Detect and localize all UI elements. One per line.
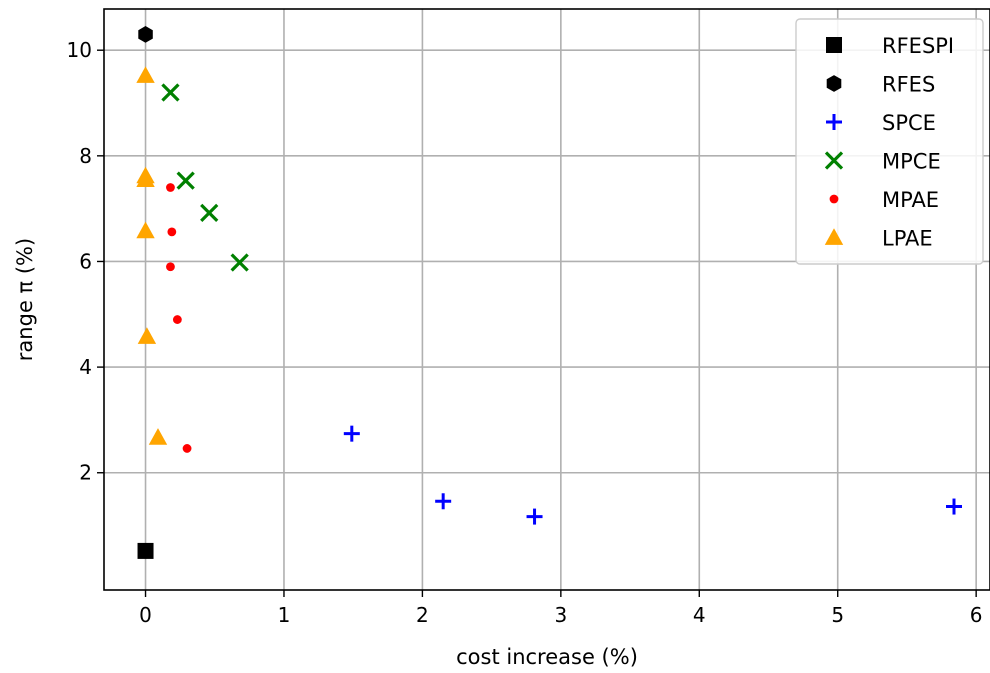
triangle-marker <box>824 228 844 245</box>
x-tick-label: 2 <box>416 603 429 627</box>
x-axis-label: cost increase (%) <box>456 645 638 669</box>
legend-label-spce: SPCE <box>882 111 936 135</box>
x-tick-label: 1 <box>278 603 291 627</box>
legend-label-rfes: RFES <box>882 73 935 97</box>
plus-marker <box>826 114 842 130</box>
x-stroke <box>161 83 180 102</box>
x-tick-label: 5 <box>831 603 844 627</box>
triangle-marker <box>137 327 157 344</box>
hexagon-marker <box>826 75 842 92</box>
axis-ticks: 0 1 2 3 4 5 6 2 4 6 8 10 <box>67 38 983 627</box>
x-stroke <box>230 253 249 272</box>
legend-label-mpce: MPCE <box>882 150 941 174</box>
x-marker <box>200 203 219 223</box>
x-stroke <box>200 203 219 223</box>
legend-label-lpae: LPAE <box>882 227 933 251</box>
x-tick-label: 6 <box>970 603 983 627</box>
x-tick-label: 0 <box>139 603 152 627</box>
legend-label-mpae: MPAE <box>882 188 939 212</box>
plus-marker <box>526 508 543 525</box>
y-tick-label: 6 <box>79 249 92 273</box>
square-marker <box>137 542 154 559</box>
dot-marker <box>166 262 175 272</box>
y-tick-label: 10 <box>67 38 92 62</box>
y-tick-label: 4 <box>79 355 92 379</box>
square-marker <box>826 37 842 53</box>
triangle-marker <box>136 221 155 239</box>
triangle-marker <box>136 66 155 83</box>
triangle-marker <box>136 170 155 187</box>
dot-marker <box>172 315 182 324</box>
plus-marker <box>435 493 452 510</box>
y-tick-label: 2 <box>79 461 92 485</box>
data-points <box>136 26 963 559</box>
dot-marker <box>829 194 839 204</box>
triangle-marker <box>148 428 168 445</box>
x-tick-label: 3 <box>554 603 567 627</box>
hexagon-marker <box>138 26 153 43</box>
dot-marker <box>166 183 175 192</box>
y-axis-label: range π (%) <box>13 238 37 361</box>
plot-frame <box>103 8 990 591</box>
legend: RFESPI RFES SPCE MPCE MPAE LPAE <box>795 18 984 265</box>
dot-marker <box>167 227 177 237</box>
x-marker <box>176 171 195 190</box>
y-tick-label: 8 <box>79 144 92 168</box>
x-stroke <box>176 171 195 190</box>
x-marker <box>824 151 844 170</box>
plus-marker <box>946 498 963 515</box>
dot-marker <box>182 444 192 453</box>
plus-marker <box>343 425 360 442</box>
x-marker <box>230 253 249 272</box>
x-stroke <box>824 151 844 170</box>
legend-box <box>795 18 984 265</box>
x-tick-label: 4 <box>693 603 706 627</box>
legend-label-rfespi: RFESPI <box>882 34 954 58</box>
x-marker <box>161 83 180 102</box>
